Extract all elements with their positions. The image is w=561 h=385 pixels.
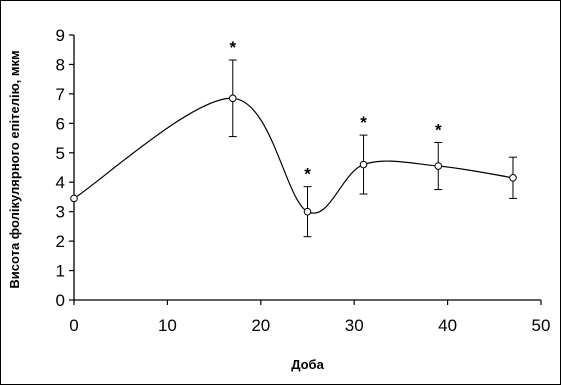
error-bars [228,59,517,238]
significance-markers: * * * * [229,38,441,184]
y-tick-label: 7 [56,85,65,104]
x-tick-label: 10 [158,316,177,335]
x-tick-label: 50 [532,316,551,335]
significance-star: * [229,38,236,57]
y-tick-label: 3 [56,203,65,222]
y-tick-label: 1 [56,262,65,281]
data-points [70,94,517,216]
significance-star: * [435,120,442,139]
x-tick-label: 30 [345,316,364,335]
y-axis-title: Висота фолікулярного епітелію, мкм [7,50,22,288]
data-point [303,207,312,216]
x-tick-label: 0 [69,316,78,335]
series-line [73,97,514,214]
x-axis-title: Доба [291,357,324,372]
x-tick-label: 40 [438,316,457,335]
axes [73,35,541,301]
y-tick-label: 0 [56,291,65,310]
significance-star: * [360,113,367,132]
y-tick-label: 2 [56,232,65,251]
data-point [509,174,517,182]
x-ticks: 0 10 20 30 40 50 [69,300,550,335]
data-point [70,194,78,203]
y-tick-label: 5 [56,144,65,163]
y-tick-label: 4 [56,173,65,192]
y-tick-label: 8 [56,55,65,74]
y-ticks: 0 1 2 3 4 5 6 7 8 9 [56,26,74,310]
y-tick-label: 6 [56,114,65,133]
y-tick-label: 9 [56,26,65,45]
data-point [359,160,368,169]
x-tick-label: 20 [251,316,270,335]
significance-star: * [304,165,311,184]
data-point [228,94,237,103]
data-point [434,162,443,170]
